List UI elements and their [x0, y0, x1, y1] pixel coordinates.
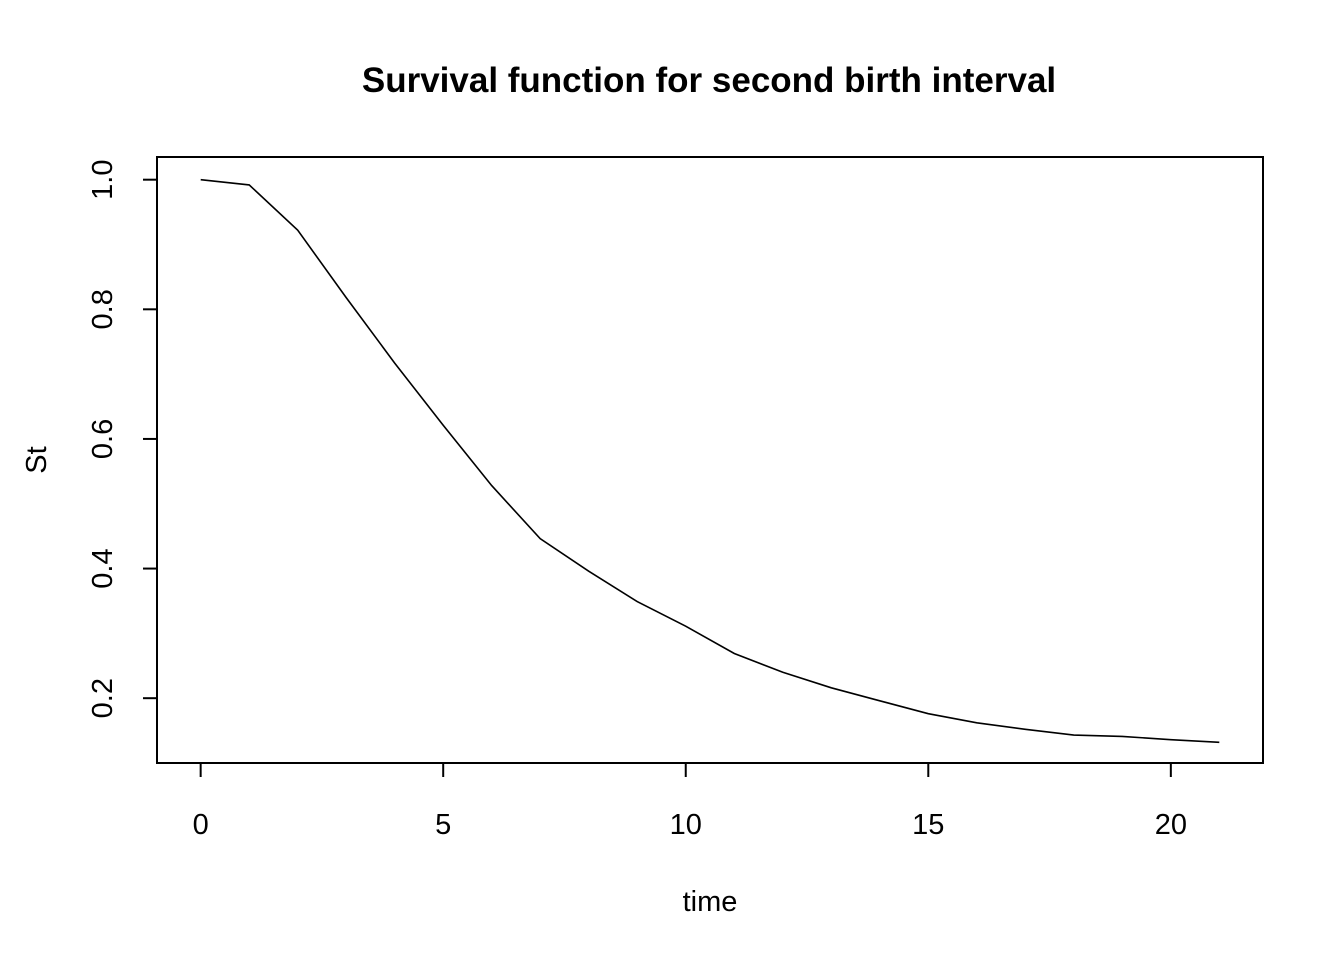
x-tick-label: 10 [670, 809, 702, 841]
y-axis-label: St [21, 446, 53, 473]
x-axis-label: time [683, 886, 738, 918]
y-tick-label: 0.2 [87, 678, 119, 718]
survival-curve [200, 178, 1220, 744]
x-tick-label: 0 [193, 809, 209, 841]
y-tick-label: 0.6 [87, 419, 119, 459]
x-tick-label: 20 [1155, 809, 1187, 841]
chart-title: Survival function for second birth inter… [362, 61, 1056, 100]
x-axis: 0 5 10 15 20 [193, 762, 1187, 841]
y-tick-label: 1.0 [87, 160, 119, 200]
x-tick-label: 15 [912, 809, 944, 841]
x-tick-label: 5 [435, 809, 451, 841]
y-axis: 0.2 0.4 0.6 0.8 1.0 [87, 160, 158, 718]
plot-frame [156, 156, 1264, 764]
y-tick-label: 0.4 [87, 548, 119, 588]
y-tick-label: 0.8 [87, 289, 119, 329]
